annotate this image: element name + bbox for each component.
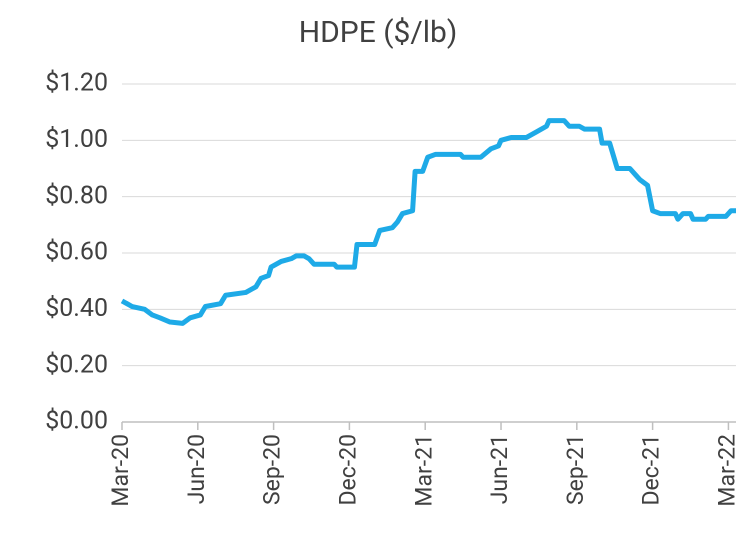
line — [120, 118, 736, 326]
x-tick-label: Jun-20 — [183, 434, 210, 504]
x-tick-label: Sep-21 — [562, 434, 589, 505]
y-tick-label: $1.20 — [45, 69, 108, 98]
y-tick-label: $0.20 — [45, 350, 108, 379]
x-tick-label: Mar-20 — [107, 434, 134, 507]
y-tick-label: $0.80 — [45, 181, 108, 210]
y-tick-label: $0.60 — [45, 238, 108, 267]
chart-title: HDPE ($/lb) — [299, 15, 458, 50]
x-tick-label: Sep-20 — [259, 434, 286, 505]
y-tick-label: $1.00 — [45, 125, 108, 154]
x-tick-label: Dec-21 — [638, 434, 665, 506]
y-tick-label: $0.00 — [45, 407, 108, 436]
x-tick-label: Mar-21 — [410, 434, 437, 507]
x-tick-label: Jun-21 — [486, 434, 513, 504]
x-tick-label: Mar-22 — [713, 434, 740, 507]
y-tick-label: $0.40 — [45, 294, 108, 323]
x-tick-label: Dec-20 — [334, 434, 361, 506]
